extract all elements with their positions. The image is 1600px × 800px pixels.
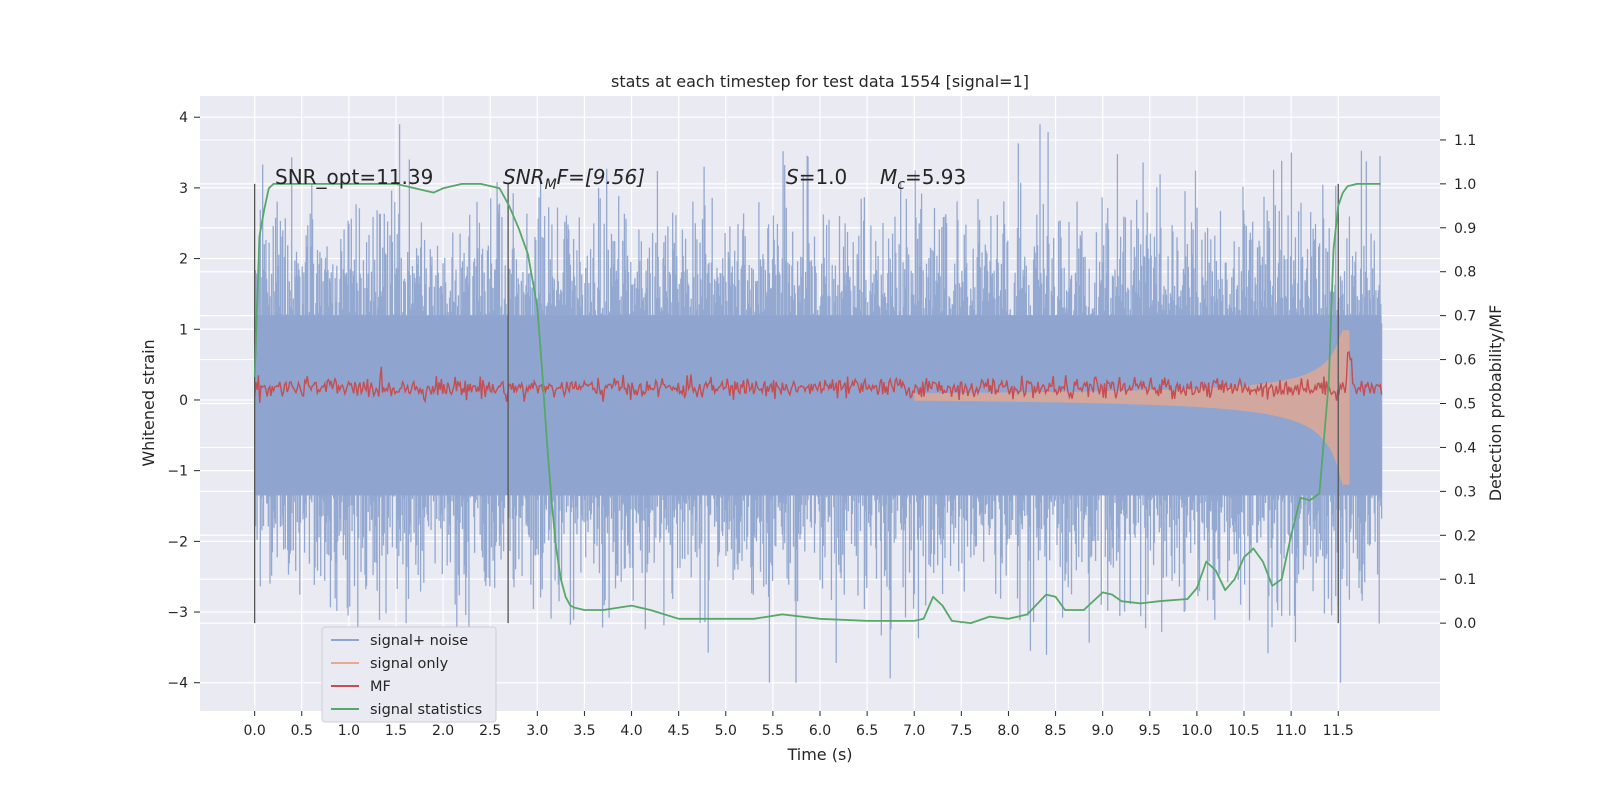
- legend-label-signal-only: signal only: [370, 656, 449, 672]
- x-tick-label: 10.0: [1181, 723, 1212, 739]
- legend-label-signal-statistics: signal statistics: [370, 702, 482, 718]
- y-tick-label: 4: [179, 110, 188, 126]
- legend-label-signal-plus-noise: signal+ noise: [370, 633, 468, 649]
- x-tick-label: 4.5: [668, 723, 690, 739]
- x-tick-label: 0.0: [244, 723, 266, 739]
- x-axis-label: Time (s): [786, 745, 852, 764]
- x-tick-label: 7.0: [903, 723, 925, 739]
- y-right-tick-label: 0.5: [1454, 397, 1476, 413]
- x-tick-label: 8.0: [997, 723, 1019, 739]
- x-tick-label: 11.0: [1276, 723, 1307, 739]
- x-tick-label: 5.5: [762, 723, 784, 739]
- y-tick-label: 0: [179, 393, 188, 409]
- y-tick-label: −4: [167, 676, 188, 692]
- annotation-snr-mf: SNRMF=[9.56]: [503, 165, 645, 193]
- x-tick-label: 4.0: [620, 723, 642, 739]
- mf-series: [254, 350, 1383, 404]
- x-tick-label: 7.5: [950, 723, 972, 739]
- y-tick-label: −1: [167, 464, 188, 480]
- x-tick-label: 10.5: [1228, 723, 1259, 739]
- signal-statistics-series: [253, 183, 1381, 624]
- y-right-tick-label: 0.4: [1454, 440, 1476, 456]
- x-tick-label: 5.0: [715, 723, 737, 739]
- x-tick-label: 6.0: [809, 723, 831, 739]
- y-tick-label: 1: [179, 322, 188, 338]
- chart-title: stats at each timestep for test data 155…: [611, 72, 1029, 91]
- annotation-mc: Mc=5.93: [880, 165, 966, 193]
- y-right-tick-label: 0.6: [1454, 353, 1476, 369]
- x-tick-label: 9.0: [1092, 723, 1114, 739]
- annotation-snr-opt: SNR_opt=11.39: [275, 165, 433, 189]
- legend-label-mf: MF: [370, 679, 391, 695]
- y-axis-label: Whitened strain: [139, 339, 158, 466]
- y-right-tick-label: 0.1: [1454, 572, 1476, 588]
- y-right-tick-label: 1.0: [1454, 177, 1476, 193]
- signal-statistics-line: [253, 183, 1381, 624]
- y-tick-label: 2: [179, 252, 188, 268]
- x-tick-label: 1.5: [385, 723, 407, 739]
- mf-trace: [254, 350, 1383, 404]
- x-tick-label: 8.5: [1044, 723, 1066, 739]
- x-tick-label: 3.5: [573, 723, 595, 739]
- x-tick-label: 9.5: [1139, 723, 1161, 739]
- legend-box: [321, 626, 497, 723]
- y-right-tick-label: 0.2: [1454, 528, 1476, 544]
- y-tick-label: −2: [167, 534, 188, 550]
- vertical-markers: [254, 183, 1339, 624]
- x-tick-label: 3.0: [526, 723, 548, 739]
- x-tick-label: 2.0: [432, 723, 454, 739]
- y-right-tick-label: 0.0: [1454, 616, 1476, 632]
- legend: signal+ noise signal only MF signal stat…: [321, 626, 497, 723]
- y-right-tick-label: 0.9: [1454, 221, 1476, 237]
- x-tick-label: 6.5: [856, 723, 878, 739]
- y-tick-label: −3: [167, 605, 188, 621]
- x-tick-label: 1.0: [338, 723, 360, 739]
- signal-only-series: [914, 330, 1350, 485]
- y-right-tick-label: 1.1: [1454, 133, 1476, 149]
- y-right-tick-label: 0.8: [1454, 265, 1476, 281]
- y-right-axis-label: Detection probability/MF: [1486, 305, 1505, 502]
- y-right-tick-label: 0.3: [1454, 484, 1476, 500]
- annotation-s: S=1.0: [786, 165, 847, 189]
- signal-only-envelope: [914, 330, 1350, 485]
- y-tick-label: 3: [179, 181, 188, 197]
- y-right-tick-label: 0.7: [1454, 309, 1476, 325]
- x-tick-label: 11.5: [1323, 723, 1354, 739]
- x-tick-label: 2.5: [479, 723, 501, 739]
- x-tick-label: 0.5: [291, 723, 313, 739]
- tick-labels: 0.0 0.5 1.0 1.5 2.0 2.5 3.0 3.5 4.0 4.5 5.0 5.5 6.0 6…: [167, 110, 1476, 739]
